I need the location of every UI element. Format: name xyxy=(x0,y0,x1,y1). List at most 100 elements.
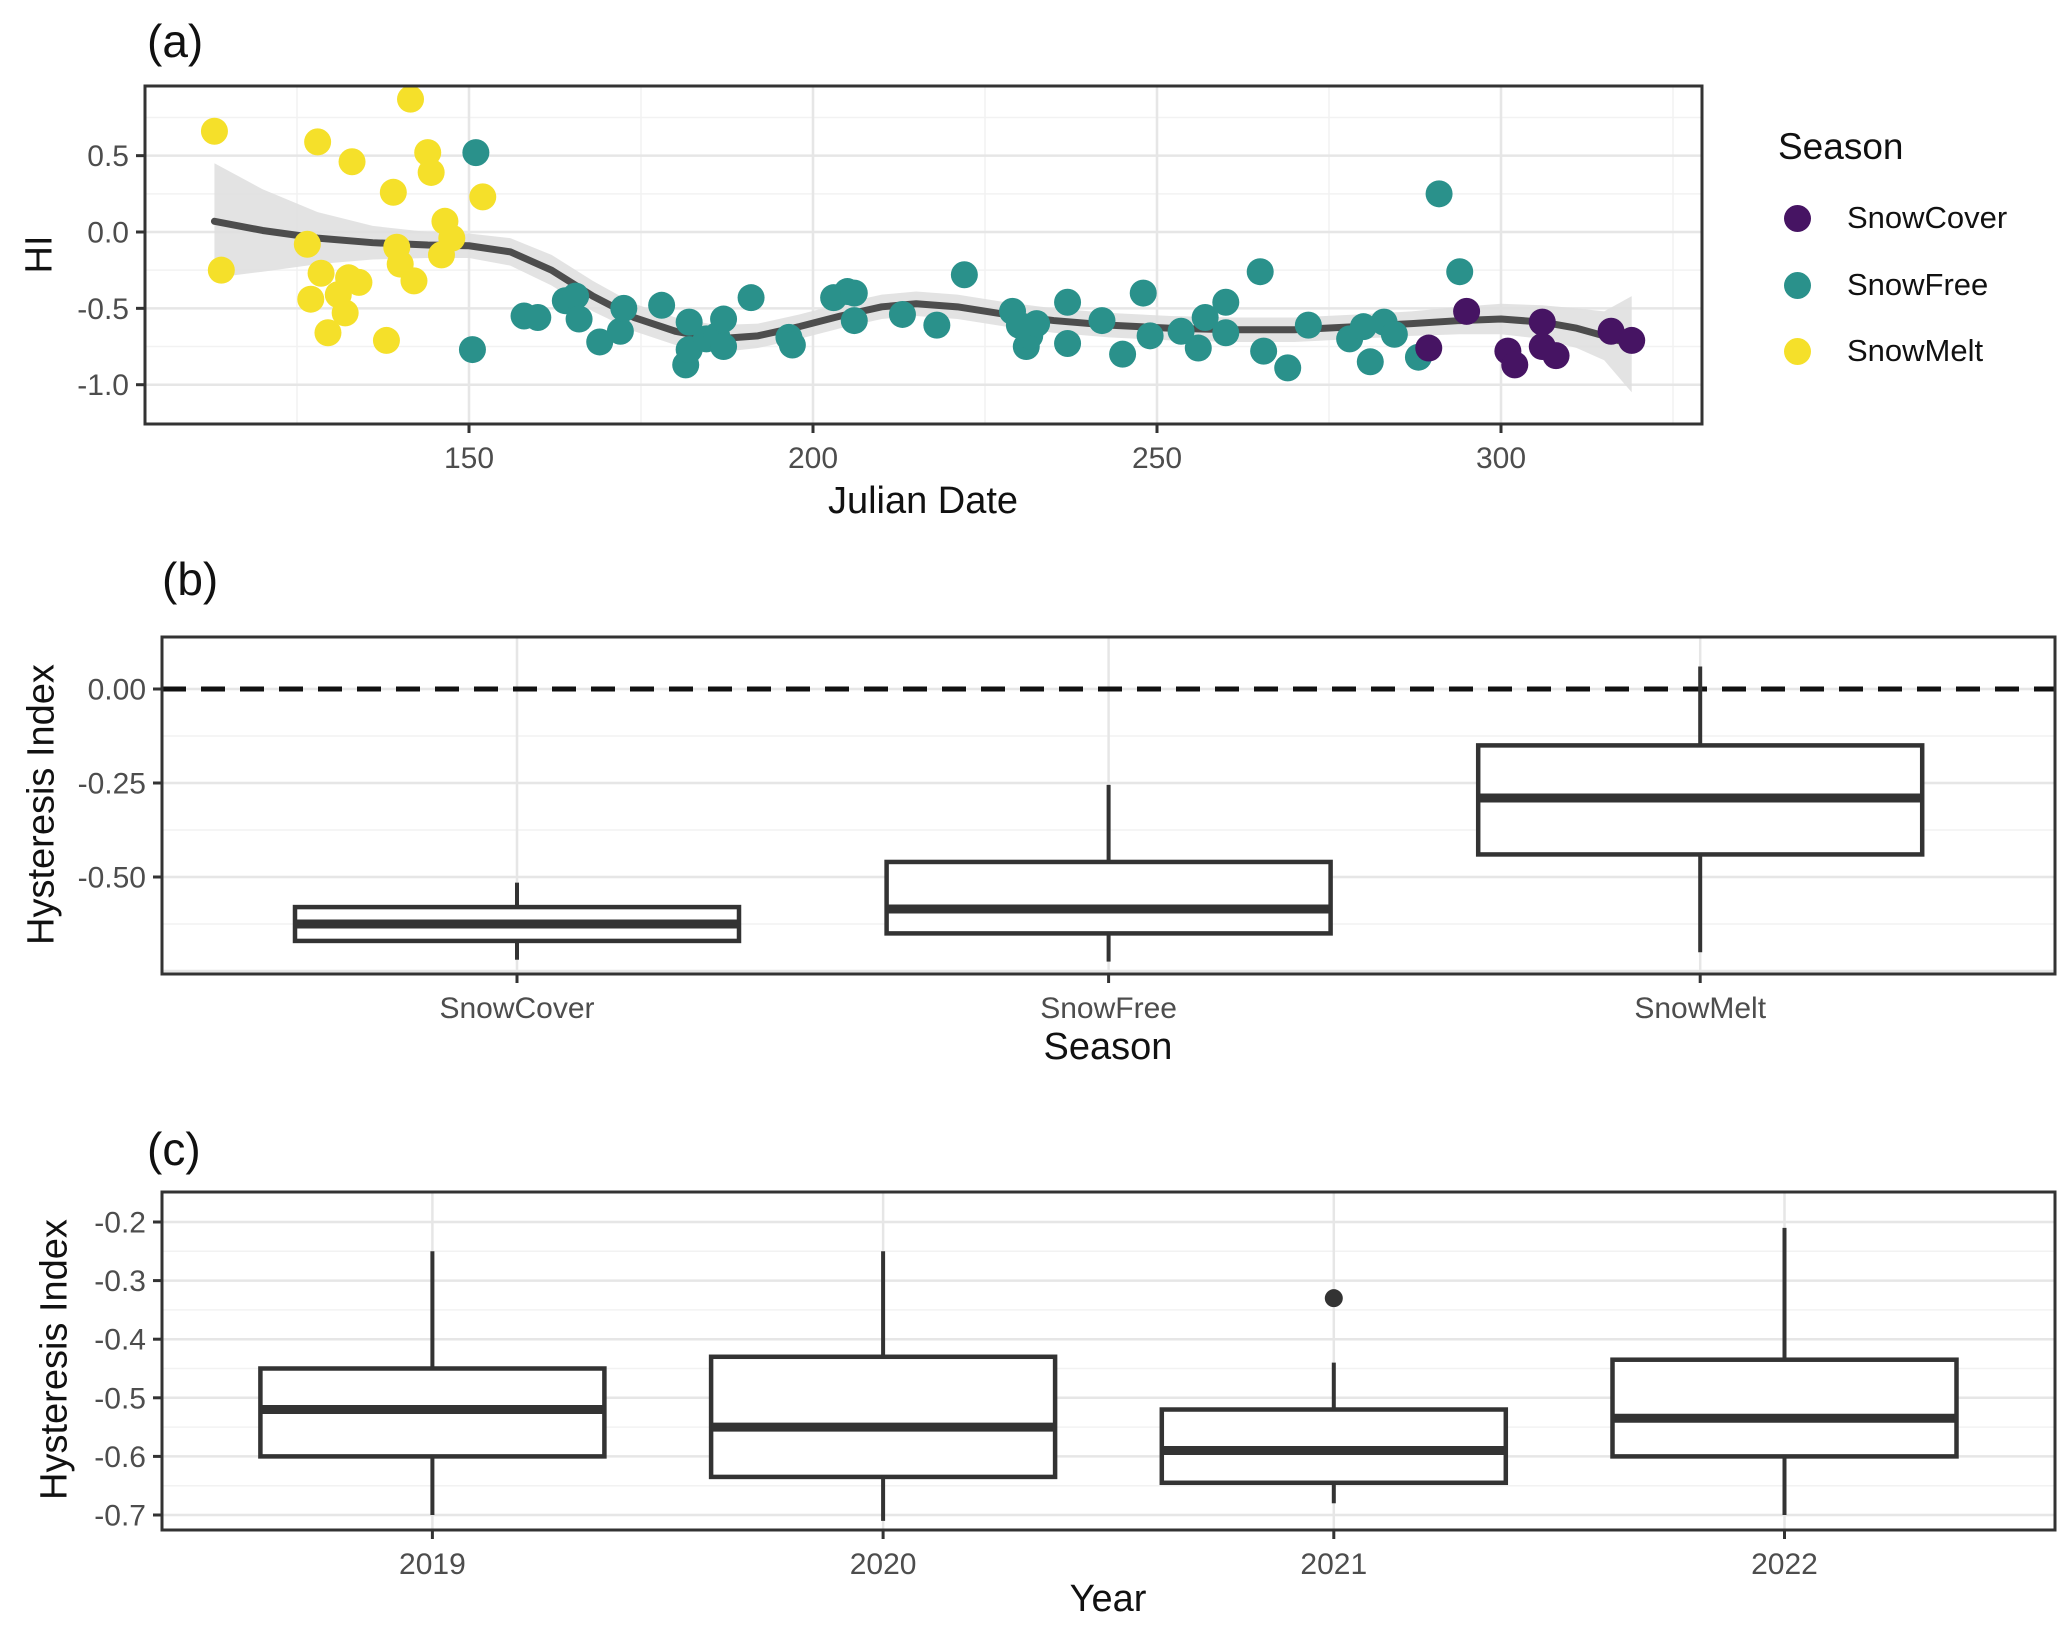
scatter-point xyxy=(462,139,490,167)
scatter-point xyxy=(888,300,916,328)
x-tick-label: 2022 xyxy=(1751,1548,1818,1581)
scatter-point xyxy=(562,282,590,310)
x-tick-label: 2019 xyxy=(399,1548,466,1581)
scatter-point xyxy=(565,305,593,333)
x-tick-label: 2021 xyxy=(1300,1548,1367,1581)
scatter-point xyxy=(438,224,466,252)
smooth-confidence-ribbon xyxy=(214,163,1632,393)
scatter-point xyxy=(1191,304,1219,332)
scatter-point xyxy=(379,178,407,206)
panel-a: 0.5 0.0 -0.5 -1.0 150 200 250 300 xyxy=(77,84,1704,475)
box-iqr xyxy=(884,859,1333,936)
panel-b: 0.00 -0.25 -0.50 SnowCover SnowFree SnowMelt xyxy=(78,635,2057,1025)
scatter-point xyxy=(469,183,497,211)
scatter-point xyxy=(1167,317,1195,345)
y-tick-label: 0.00 xyxy=(88,674,146,707)
y-tick-label: -0.7 xyxy=(94,1500,146,1533)
scatter-point xyxy=(1109,340,1137,368)
scatter-point xyxy=(297,285,325,313)
scatter-point xyxy=(1446,258,1474,286)
boxplot-snowmelt xyxy=(1475,666,1925,953)
y-tick-label: 0.5 xyxy=(87,140,129,173)
panel-a-letter: (a) xyxy=(147,15,204,67)
scatter-point xyxy=(1453,297,1481,325)
panel-c-x-axis-title: Year xyxy=(1069,1578,1147,1620)
scatter-point xyxy=(648,291,676,319)
scatter-point xyxy=(1088,307,1116,335)
snowfree-dot-icon xyxy=(1784,271,1811,299)
scatter-series-snowfree xyxy=(458,139,1474,382)
scatter-point xyxy=(1274,354,1302,382)
y-tick-label: -0.2 xyxy=(94,1207,146,1240)
x-tick-label: SnowMelt xyxy=(1634,992,1766,1025)
scatter-point xyxy=(1425,180,1453,208)
boxplot-snowcover xyxy=(292,882,742,960)
scatter-point xyxy=(1250,337,1278,365)
scatter-series-snowmelt xyxy=(200,85,497,354)
scatter-point xyxy=(923,311,951,339)
x-tick-label: 250 xyxy=(1132,442,1182,475)
scatter-point xyxy=(1294,311,1322,339)
scatter-point xyxy=(606,317,634,345)
scatter-point xyxy=(1246,258,1274,286)
panel-c-gridlines xyxy=(162,1192,2055,1530)
scatter-point xyxy=(372,326,400,354)
scatter-point xyxy=(1212,319,1240,347)
x-tick-label: SnowCover xyxy=(439,992,594,1025)
box-iqr xyxy=(1610,1357,1959,1459)
scatter-point xyxy=(314,319,342,347)
scatter-point xyxy=(1542,342,1570,370)
scatter-series-snowcover xyxy=(1415,297,1646,379)
scatter-point xyxy=(1054,329,1082,357)
boxplot-2020 xyxy=(708,1251,1058,1521)
boxplot-2019 xyxy=(258,1251,607,1515)
scatter-point xyxy=(675,308,703,336)
scatter-point xyxy=(1597,317,1625,345)
legend-item-snowcover: SnowCover xyxy=(1784,196,2007,240)
scatter-point xyxy=(710,305,738,333)
legend-item-snowfree: SnowFree xyxy=(1784,263,1988,307)
panel-b-y-axis-title: Hysteresis Index xyxy=(20,664,63,945)
scatter-point xyxy=(1356,348,1384,376)
y-tick-label: -0.5 xyxy=(94,1382,146,1415)
x-tick-label: 200 xyxy=(788,442,838,475)
y-tick-label: -0.50 xyxy=(78,862,146,895)
x-tick-label: SnowFree xyxy=(1040,992,1177,1025)
scatter-point xyxy=(417,158,445,186)
boxplot-2022 xyxy=(1610,1227,1959,1515)
panel-a-x-axis-title: Julian Date xyxy=(827,480,1019,522)
scatter-point xyxy=(1528,308,1556,336)
scatter-point xyxy=(200,117,228,145)
y-tick-label: -0.6 xyxy=(94,1441,146,1474)
y-tick-label: -1.0 xyxy=(77,369,129,402)
scatter-point xyxy=(345,268,373,296)
panel-b-letter: (b) xyxy=(162,553,219,605)
scatter-point xyxy=(304,128,332,156)
scatter-point xyxy=(338,148,366,176)
legend-item-label: SnowCover xyxy=(1847,200,2008,235)
scatter-point xyxy=(1184,334,1212,362)
scatter-point xyxy=(1136,322,1164,350)
legend-item-snowmelt: SnowMelt xyxy=(1784,329,1983,373)
panel-a-y-axis-title: HI xyxy=(18,235,61,274)
outlier-point xyxy=(1324,1289,1343,1308)
y-tick-label: -0.5 xyxy=(77,293,129,326)
scatter-point xyxy=(586,328,614,356)
y-tick-label: -0.3 xyxy=(94,1265,146,1298)
scatter-point xyxy=(737,284,765,312)
scatter-point xyxy=(1023,310,1051,338)
scatter-point xyxy=(1212,288,1240,316)
scatter-point xyxy=(1380,320,1408,348)
x-tick-label: 300 xyxy=(1476,442,1526,475)
legend-item-label: SnowFree xyxy=(1847,267,1989,302)
scatter-point xyxy=(840,307,868,335)
scatter-point xyxy=(710,333,738,361)
scatter-point xyxy=(331,299,359,327)
panel-c-letter: (c) xyxy=(147,1123,201,1175)
y-tick-label: -0.4 xyxy=(94,1324,146,1357)
panel-c: -0.2 -0.3 -0.4 -0.5 -0.6 -0.7 2019 2020 2021 2022 xyxy=(94,1190,2057,1581)
boxplot-2021 xyxy=(1159,1289,1509,1504)
scatter-point xyxy=(524,304,552,332)
scatter-point xyxy=(1054,288,1082,316)
